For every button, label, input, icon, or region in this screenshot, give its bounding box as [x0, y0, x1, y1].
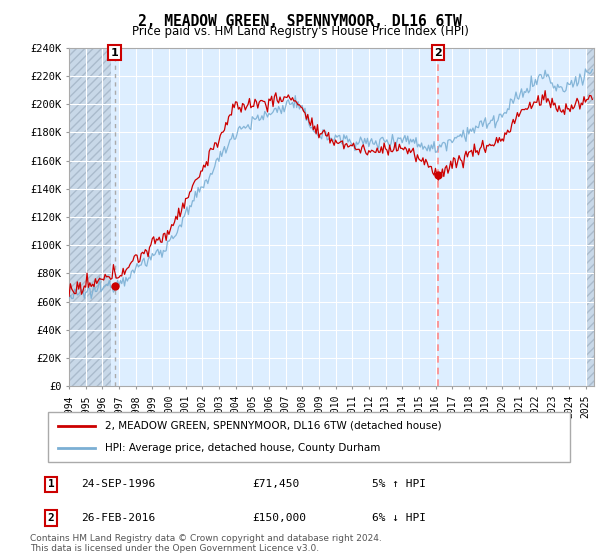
Text: £150,000: £150,000: [252, 513, 306, 523]
Text: 2, MEADOW GREEN, SPENNYMOOR, DL16 6TW (detached house): 2, MEADOW GREEN, SPENNYMOOR, DL16 6TW (d…: [106, 421, 442, 431]
Text: 2: 2: [434, 48, 442, 58]
Text: £71,450: £71,450: [252, 479, 299, 489]
Text: 26-FEB-2016: 26-FEB-2016: [81, 513, 155, 523]
Text: 24-SEP-1996: 24-SEP-1996: [81, 479, 155, 489]
Text: Contains HM Land Registry data © Crown copyright and database right 2024.
This d: Contains HM Land Registry data © Crown c…: [30, 534, 382, 553]
Text: 2: 2: [47, 513, 55, 523]
Text: 2, MEADOW GREEN, SPENNYMOOR, DL16 6TW: 2, MEADOW GREEN, SPENNYMOOR, DL16 6TW: [138, 14, 462, 29]
FancyBboxPatch shape: [48, 412, 570, 462]
Text: 6% ↓ HPI: 6% ↓ HPI: [372, 513, 426, 523]
Text: HPI: Average price, detached house, County Durham: HPI: Average price, detached house, Coun…: [106, 443, 381, 453]
Text: 5% ↑ HPI: 5% ↑ HPI: [372, 479, 426, 489]
Text: 1: 1: [110, 48, 118, 58]
Text: Price paid vs. HM Land Registry's House Price Index (HPI): Price paid vs. HM Land Registry's House …: [131, 25, 469, 38]
Text: 1: 1: [47, 479, 55, 489]
